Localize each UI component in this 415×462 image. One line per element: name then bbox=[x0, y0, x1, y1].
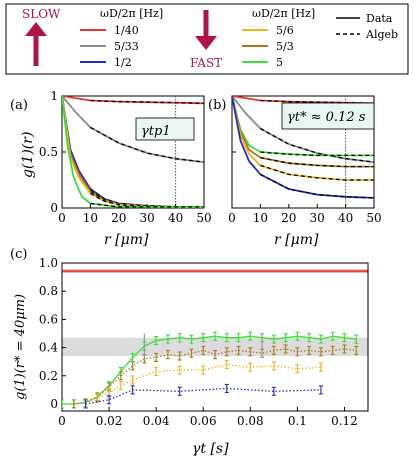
panel-c-ylabel: g(1)(r* = 40μm) bbox=[13, 294, 28, 400]
fit-line bbox=[260, 151, 374, 157]
x-tick-label: 20 bbox=[111, 211, 126, 225]
x-tick-label: 10 bbox=[83, 211, 98, 225]
panel-b: (b) 0 10 20 30 40 50 γt* ≈ 0.12 s r [μm] bbox=[208, 95, 382, 248]
legend-right-items: 5/6 5/3 5 bbox=[242, 24, 294, 69]
panel-a-annotation: γtp1 bbox=[135, 117, 195, 141]
y-tick-label: 0.5 bbox=[39, 145, 58, 159]
panel-a-axes: 0 10 20 30 40 50 0 0.5 1 bbox=[39, 89, 212, 225]
panel-c-axes: 0 0.02 0.04 0.06 0.08 0.1 0.12 0 0.2 0.4 0.6 0.8 1.0 bbox=[39, 256, 369, 428]
fit-line bbox=[260, 127, 374, 163]
panel-b-xlabel: r [μm] bbox=[274, 232, 319, 248]
series-line bbox=[85, 387, 321, 405]
x-tick-label: 0.08 bbox=[237, 414, 264, 428]
legend-item-label: 5 bbox=[276, 56, 283, 69]
panel-a-annotation-text: γtp1 bbox=[141, 124, 171, 139]
fit-line bbox=[90, 99, 204, 104]
slow-label: SLOW bbox=[22, 7, 61, 21]
legend-item-label: 5/3 bbox=[276, 40, 294, 53]
fit-line bbox=[90, 202, 204, 208]
x-tick-label: 40 bbox=[168, 211, 183, 225]
x-tick-label: 10 bbox=[253, 211, 268, 225]
x-tick-label: 0.02 bbox=[96, 414, 123, 428]
x-tick-label: 0 bbox=[58, 211, 66, 225]
panel-b-annotation-text: γt* ≈ 0.12 s bbox=[287, 110, 366, 125]
y-tick-label: 0.4 bbox=[39, 341, 58, 355]
y-tick-label: 1.0 bbox=[39, 256, 58, 270]
panel-a-ylabel: g(1)(r) bbox=[20, 132, 36, 178]
y-tick-label: 1 bbox=[50, 89, 58, 103]
data-line bbox=[62, 96, 204, 208]
panel-a: (a) 0 10 20 30 40 50 0 0.5 1 γtp1 r [μm] g(1)(r) bbox=[10, 89, 212, 248]
x-tick-label: 0.04 bbox=[143, 414, 170, 428]
plot-frame bbox=[61, 95, 205, 209]
data-line bbox=[62, 96, 204, 208]
panel-c-xlabel: γt [s] bbox=[192, 441, 229, 457]
x-tick-label: 0.1 bbox=[288, 414, 307, 428]
panel-a-series bbox=[62, 96, 204, 208]
x-tick-label: 50 bbox=[366, 211, 381, 225]
x-tick-label: 0 bbox=[58, 414, 66, 428]
legend-style-label: Data bbox=[366, 12, 393, 25]
x-tick-label: 20 bbox=[281, 211, 296, 225]
data-line bbox=[62, 96, 204, 208]
y-tick-label: 0 bbox=[50, 397, 58, 411]
x-tick-label: 0 bbox=[228, 211, 236, 225]
panel-a-label: (a) bbox=[10, 98, 28, 113]
legend-style-items: Data Algeb bbox=[336, 12, 398, 41]
fast-arrow-icon bbox=[195, 10, 217, 50]
fit-line bbox=[260, 173, 374, 199]
legend-item-label: 5/6 bbox=[276, 24, 294, 37]
fit-line bbox=[260, 156, 374, 168]
legend-item-label: 1/40 bbox=[114, 24, 139, 37]
x-tick-label: 30 bbox=[140, 211, 155, 225]
panel-b-label: (b) bbox=[208, 98, 226, 113]
x-tick-label: 30 bbox=[310, 211, 325, 225]
slow-arrow-icon bbox=[25, 22, 47, 66]
panel-a-xlabel: r [μm] bbox=[104, 232, 149, 248]
legend-item-label: 1/2 bbox=[114, 56, 132, 69]
panel-c-series bbox=[62, 331, 359, 409]
panel-c-label: (c) bbox=[10, 247, 27, 262]
legend: SLOW ωD/2π [Hz] 1/40 5/33 1/2 FAST ωD/2π [… bbox=[5, 3, 409, 75]
fit-line bbox=[90, 126, 204, 163]
x-tick-label: 40 bbox=[338, 211, 353, 225]
legend-left-items: 1/40 5/33 1/2 bbox=[80, 24, 139, 69]
x-tick-label: 0.12 bbox=[331, 414, 358, 428]
y-tick-label: 0.2 bbox=[39, 369, 58, 383]
panel-b-series bbox=[232, 96, 374, 199]
y-tick-label: 0.6 bbox=[39, 312, 58, 326]
legend-omega-header-left: ωD/2π [Hz] bbox=[100, 7, 163, 20]
x-tick-label: 0.06 bbox=[190, 414, 217, 428]
fit-line bbox=[260, 164, 374, 181]
fast-label: FAST bbox=[190, 56, 222, 70]
panel-b-annotation: γt* ≈ 0.12 s bbox=[281, 102, 375, 130]
y-tick-label: 0.8 bbox=[39, 284, 58, 298]
data-line bbox=[62, 96, 204, 208]
legend-omega-header-right: ωD/2π [Hz] bbox=[252, 7, 315, 20]
y-tick-label: 0 bbox=[50, 201, 58, 215]
legend-item-label: 5/33 bbox=[114, 40, 139, 53]
plot-frame bbox=[61, 262, 369, 412]
legend-style-label: Algeb bbox=[365, 28, 398, 41]
panel-c: (c) 0 0.02 0.04 0.06 0.08 0.1 0.12 0 0.2 0.4 0.6 0.… bbox=[10, 247, 369, 457]
x-tick-label: 50 bbox=[196, 211, 211, 225]
